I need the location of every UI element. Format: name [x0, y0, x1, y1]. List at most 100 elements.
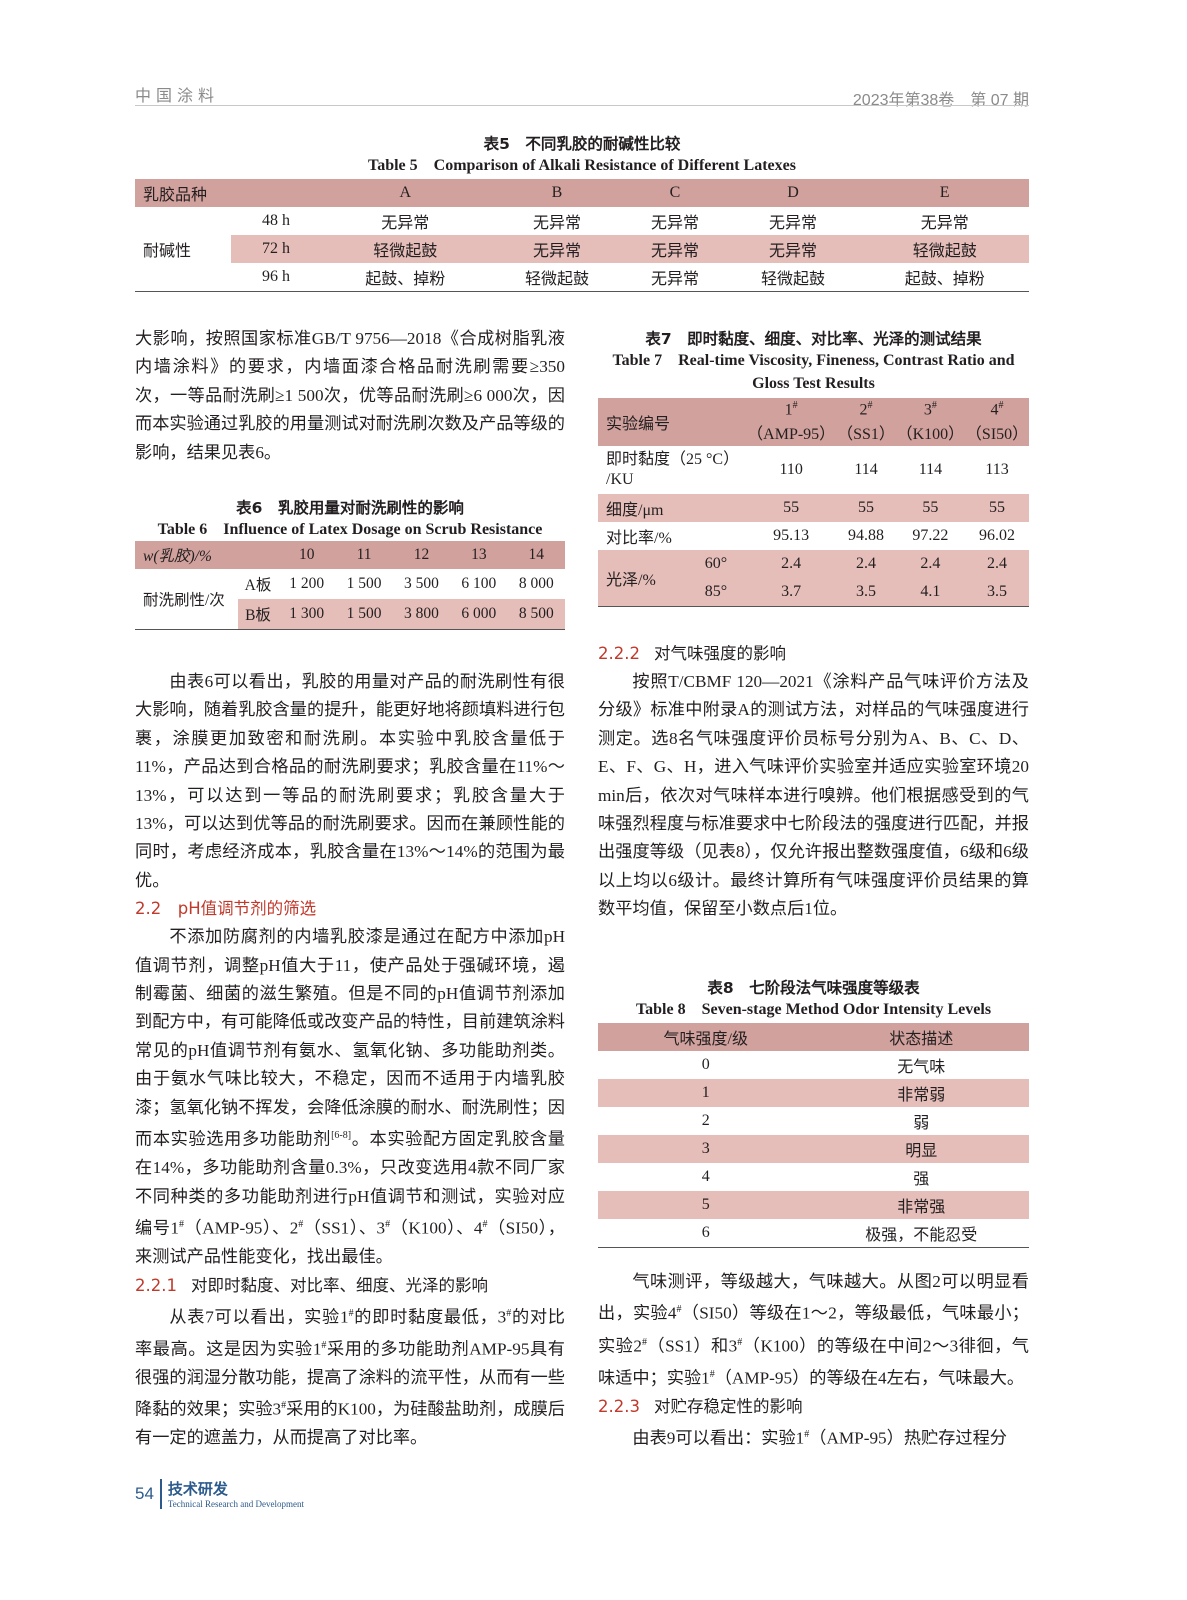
cell: 3: [701, 1140, 710, 1157]
cell: 55: [783, 499, 800, 516]
table-row: 细度/μm 55 55 55 55: [598, 494, 1029, 522]
table-7-col: 2# （SS1）: [836, 398, 896, 446]
right-body-1: 2.2.2 对气味强度的影响 按照T/CBMF 120—2021《涂料产品气味评价…: [598, 640, 1029, 924]
subsection-number: 2.2.2: [598, 644, 640, 663]
table-row: 即时黏度（25 °C） /KU 110 114 114 113: [598, 446, 1029, 494]
table-5-col: E: [860, 179, 1029, 207]
table-row: 3 明显: [598, 1135, 1029, 1163]
col-num: 4#: [990, 400, 1004, 419]
page-number: 54: [135, 1483, 154, 1503]
cell: 55: [989, 499, 1006, 516]
cell: 无异常: [725, 235, 861, 263]
right-body-2: 气味测评，等级越大，气味越大。从图2可以明显看出，实验4#（SI50）等级在1～…: [598, 1268, 1029, 1453]
cell: 明显: [905, 1143, 938, 1160]
table-row: 光泽/% 60° 2.4 2.4 2.4 2.4: [598, 550, 1029, 589]
table-7-caption-en: Gloss Test Results: [752, 375, 875, 392]
cell: 无异常: [650, 271, 699, 288]
row-label: 细度/μm: [606, 502, 664, 519]
cell: 3.7: [781, 583, 802, 600]
row-label: 光泽/%: [606, 572, 656, 589]
table-5-group: 耐碱性: [143, 243, 192, 260]
table-5-caption-cn: 表5 不同乳胶的耐碱性比较: [483, 135, 681, 153]
section-heading: 2.2 pH值调节剂的筛选: [135, 899, 317, 919]
cell: 2.4: [856, 555, 877, 572]
row-label: A板: [244, 576, 272, 594]
cell: 非常强: [897, 1199, 946, 1216]
cell: 2.4: [987, 555, 1008, 572]
paragraph: 由表6可以看出，乳胶的用量对产品的耐洗刷性有很大影响，随着乳胶含量的提升，能更好…: [135, 672, 565, 890]
cell: 94.88: [848, 527, 885, 544]
cell: 无异常: [381, 215, 430, 232]
col-num: 1#: [784, 400, 798, 419]
cell: 轻微起鼓: [760, 271, 825, 288]
table-7-col: 4# （SI50）: [965, 398, 1029, 446]
cell: 6: [701, 1224, 710, 1241]
paragraph: 从表7可以看出，实验1#的即时黏度最低，3#的对比率最高。这是因为实验1#采用的…: [135, 1307, 565, 1448]
table-6-col: 11: [335, 541, 393, 569]
table-7-caption-en: Table 7 Real-time Viscosity, Fineness, C…: [612, 352, 1015, 369]
page-footer: 54 技术研发 Technical Research and Developme…: [135, 1478, 304, 1509]
cell: 极强，不能忍受: [865, 1227, 978, 1244]
cell: 1 500: [346, 574, 382, 592]
table-5-col: B: [489, 179, 625, 207]
cell: 55: [858, 499, 875, 516]
section-name-cn: 技术研发: [167, 1480, 228, 1498]
paragraph: 由表9可以看出：实验1#（AMP-95）热贮存过程分: [632, 1428, 1007, 1448]
table-7-col: 1# （AMP-95）: [746, 398, 837, 446]
cell: 5: [701, 1196, 710, 1213]
table-row: 0 无气味: [598, 1051, 1029, 1079]
cell: 无异常: [920, 215, 969, 232]
table-6-group: 耐洗刷性/次: [143, 592, 225, 609]
cell: 3 500: [404, 574, 439, 592]
row-label: 96 h: [262, 268, 290, 285]
col-name: （AMP-95）: [747, 425, 836, 443]
cell: 3 800: [392, 598, 451, 630]
cell: 非常弱: [897, 1087, 946, 1104]
issue-info: 2023年第38卷 第 07 期: [852, 92, 1029, 109]
col-name: （SI50）: [965, 425, 1029, 443]
cell: 6 000: [450, 598, 508, 630]
gloss-angle: 60°: [704, 555, 728, 572]
cell: 4: [701, 1168, 710, 1185]
cell: 3.5: [856, 583, 877, 600]
cell: 无气味: [897, 1059, 946, 1076]
subsection-title: 对气味强度的影响: [653, 644, 786, 663]
cell: 无异常: [624, 235, 726, 263]
cell: 8 000: [518, 574, 554, 592]
col-name: （K100）: [896, 425, 965, 443]
cell: 2: [701, 1112, 710, 1129]
row-label: B板: [238, 598, 278, 630]
table-6-col: 14: [507, 541, 565, 569]
cell: 114: [918, 461, 943, 478]
cell: 1 500: [335, 598, 393, 630]
table-6-col: 12: [392, 541, 451, 569]
section-name-en: Technical Research and Development: [167, 1499, 304, 1509]
row-label: 即时黏度（25 °C） /KU: [598, 446, 746, 494]
cell: 113: [985, 461, 1009, 478]
gloss-angle: 85°: [704, 583, 728, 600]
label-line: /KU: [606, 471, 634, 488]
subsection-title: 对即时黏度、对比率、细度、光泽的影响: [190, 1275, 488, 1295]
col-num: 3#: [923, 400, 937, 419]
table-8-caption-en: Table 8 Seven-stage Method Odor Intensit…: [635, 1001, 992, 1018]
paragraph: 大影响，按照国家标准GB/T 9756—2018《合成树脂乳液内墙涂料》的要求，…: [135, 329, 565, 462]
table-row: 96 h 起鼓、掉粉 轻微起鼓 无异常 轻微起鼓 起鼓、掉粉: [135, 263, 1029, 292]
table-7: 表7 即时黏度、细度、对比率、光泽的测试结果 Table 7 Real-time…: [598, 327, 1029, 607]
cell: 无异常: [650, 215, 699, 232]
table-5-col: A: [321, 179, 490, 207]
cell: 轻微起鼓: [524, 271, 589, 288]
table-8-header: 气味强度/级: [598, 1023, 814, 1051]
table-row: 1 非常弱: [598, 1079, 1029, 1107]
cell: 1 300: [278, 598, 336, 630]
cell: 2.4: [920, 555, 941, 572]
table-7-corner: 实验编号: [598, 398, 746, 446]
subsection-number: 2.2.3: [598, 1396, 640, 1416]
row-label: 72 h: [231, 235, 321, 263]
cell: 轻微起鼓: [321, 235, 490, 263]
cell: 无异常: [489, 235, 625, 263]
table-7-caption-cn: 表7 即时黏度、细度、对比率、光泽的测试结果: [645, 330, 982, 348]
table-row: 对比率/% 95.13 94.88 97.22 96.02: [598, 522, 1029, 550]
left-body: 由表6可以看出，乳胶的用量对产品的耐洗刷性有很大影响，随着乳胶含量的提升，能更好…: [135, 668, 565, 1453]
subsection-number: 2.2.1: [135, 1275, 177, 1295]
